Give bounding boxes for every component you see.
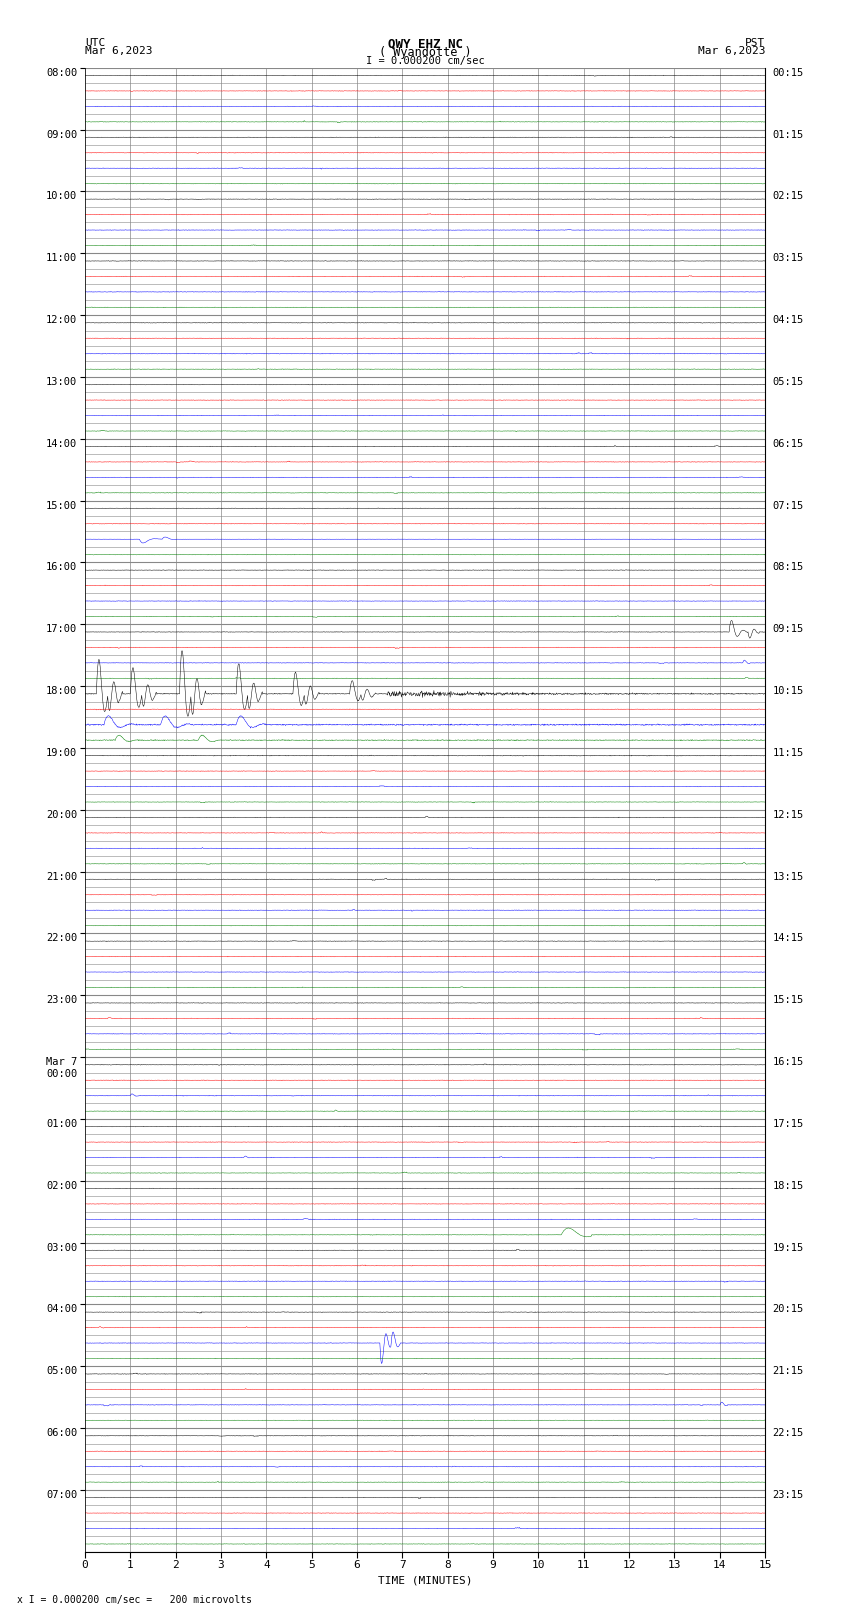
Text: QWY EHZ NC: QWY EHZ NC	[388, 37, 462, 52]
Text: UTC: UTC	[85, 37, 105, 48]
Text: PST: PST	[745, 37, 765, 48]
Text: x I = 0.000200 cm/sec =   200 microvolts: x I = 0.000200 cm/sec = 200 microvolts	[17, 1595, 252, 1605]
Text: ( Wyandotte ): ( Wyandotte )	[379, 45, 471, 60]
Text: I = 0.000200 cm/sec: I = 0.000200 cm/sec	[366, 56, 484, 66]
Text: Mar 6,2023: Mar 6,2023	[698, 45, 765, 56]
Text: Mar 6,2023: Mar 6,2023	[85, 45, 152, 56]
X-axis label: TIME (MINUTES): TIME (MINUTES)	[377, 1576, 473, 1586]
